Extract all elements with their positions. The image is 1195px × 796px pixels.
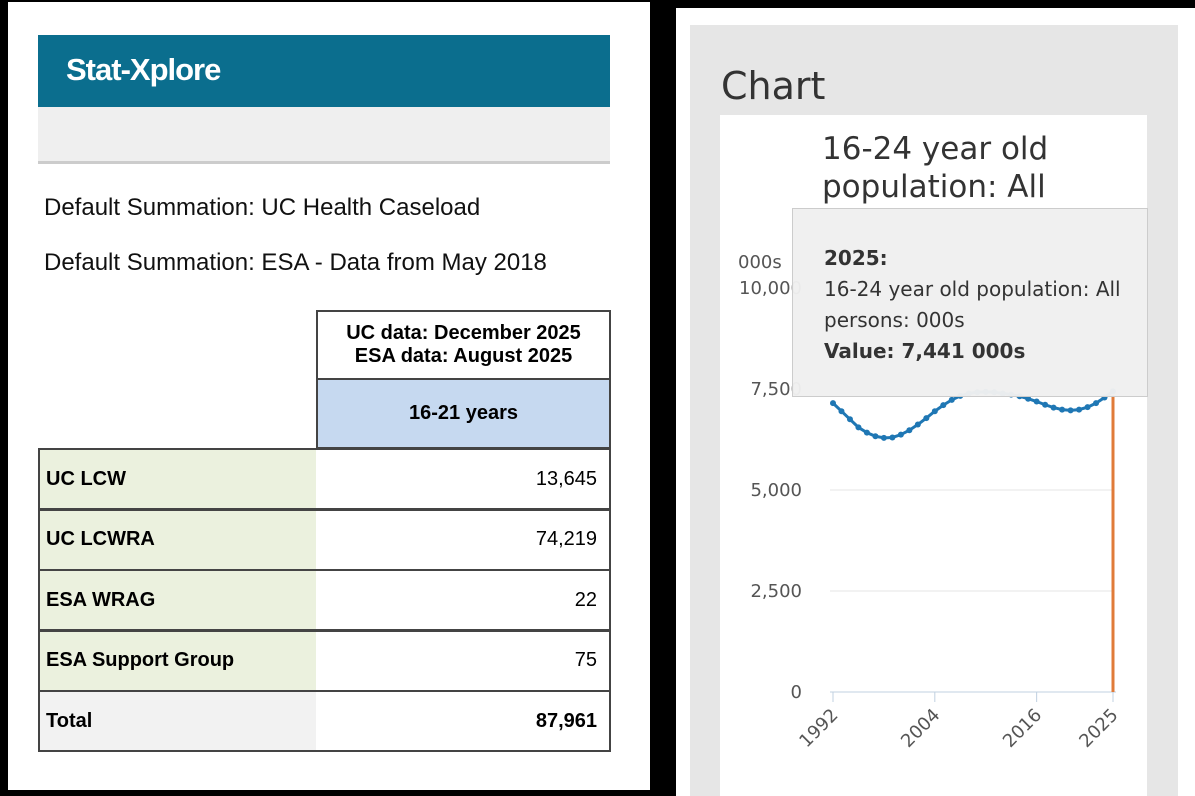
data-point — [940, 402, 947, 409]
x-tick-label: 2025 — [1075, 705, 1122, 752]
column-header: UC data: December 2025 ESA data: August … — [316, 310, 611, 380]
tooltip-heading: 2025: — [824, 246, 888, 270]
header-bar — [38, 35, 610, 107]
data-point — [897, 431, 904, 438]
data-point — [838, 408, 845, 415]
data-point — [880, 434, 887, 441]
x-tick-label: 1992 — [795, 705, 842, 752]
y-axis-label: 000s — [738, 252, 782, 273]
data-point — [872, 433, 879, 440]
data-point — [830, 400, 836, 407]
data-point — [1033, 398, 1040, 405]
summation: Default Summation: ESA - Data from May 2… — [44, 249, 547, 276]
x-tick-label: 2004 — [897, 705, 944, 752]
cell-value: 87,961 — [316, 690, 611, 753]
y-tick-label: 0 — [791, 682, 802, 703]
cell-value: 13,645 — [316, 448, 611, 510]
y-tick-label: 2,500 — [750, 581, 802, 602]
data-point — [1093, 400, 1100, 407]
cell-value: 22 — [316, 569, 611, 632]
data-point — [1059, 406, 1066, 413]
data-point — [1067, 407, 1074, 414]
series-line — [831, 390, 1114, 440]
row-label: ESA Support Group — [38, 629, 318, 692]
chart-title: 16-24 year old population: All — [822, 131, 1049, 205]
row-label: Total — [38, 690, 318, 753]
data-point — [1076, 406, 1083, 413]
data-point — [948, 396, 955, 403]
row-label: UC LCW — [38, 448, 318, 510]
tooltip: 2025: 16-24 year old population: All per… — [792, 208, 1148, 397]
data-point — [863, 429, 870, 436]
data-point — [914, 421, 921, 428]
toolbar — [38, 107, 610, 164]
data-point — [931, 408, 938, 415]
panel-heading: Chart — [721, 64, 826, 108]
tooltip-series: 16-24 year old population: All persons: … — [824, 277, 1121, 332]
data-point — [1084, 404, 1091, 411]
header-title: Stat-Xplore — [66, 52, 221, 87]
data-point — [1042, 401, 1049, 408]
header-line: UC data: December 2025 — [346, 322, 581, 344]
header-line: ESA data: August 2025 — [354, 345, 573, 367]
row-label: ESA WRAG — [38, 569, 318, 632]
data-point — [846, 416, 853, 423]
data-point — [923, 415, 930, 422]
y-tick-label: 10,000 — [739, 278, 802, 299]
x-tick-label: 2016 — [999, 705, 1046, 752]
y-tick-label: 7,500 — [750, 379, 802, 400]
data-point — [1025, 395, 1032, 402]
data-point — [1050, 404, 1057, 411]
subheader: 16-21 years — [316, 378, 611, 449]
tooltip-value: Value: 7,441 000s — [824, 339, 1026, 363]
data-point — [889, 434, 896, 441]
data-point — [906, 427, 913, 434]
y-tick-label: 5,000 — [750, 480, 802, 501]
data-point — [855, 424, 862, 431]
summation: Default Summation: UC Health Caseload — [44, 194, 481, 221]
row-label: UC LCWRA — [38, 508, 318, 571]
